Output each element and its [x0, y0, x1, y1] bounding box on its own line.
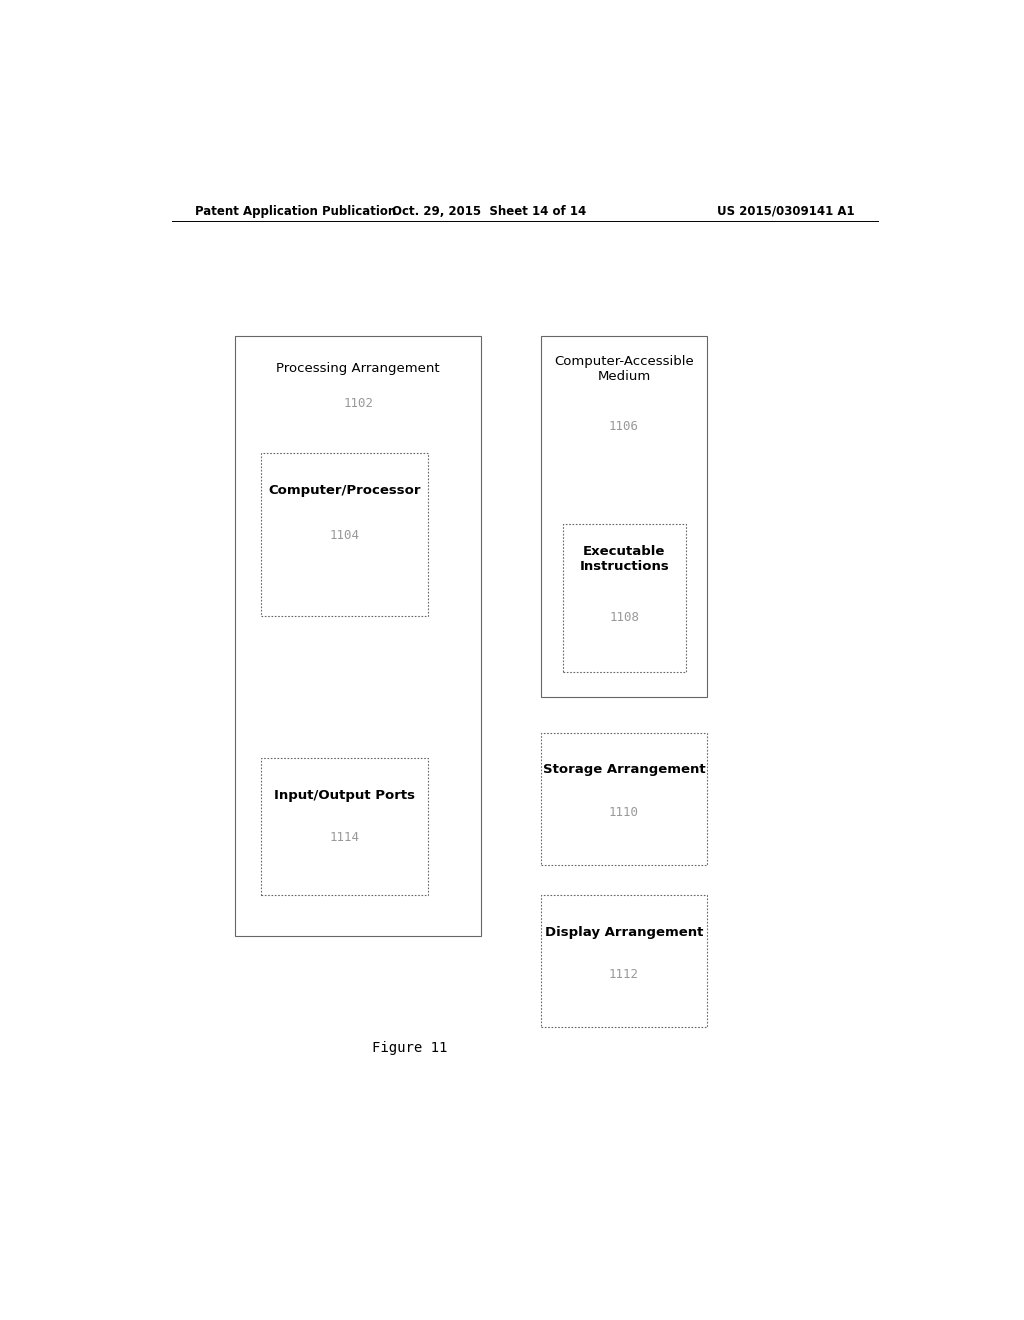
Text: 1102: 1102	[343, 397, 373, 411]
Text: Executable
Instructions: Executable Instructions	[580, 545, 670, 573]
FancyBboxPatch shape	[261, 453, 428, 616]
Text: Computer-Accessible
Medium: Computer-Accessible Medium	[554, 355, 694, 383]
Text: Patent Application Publication: Patent Application Publication	[196, 205, 396, 218]
Text: Figure 11: Figure 11	[372, 1040, 447, 1055]
Text: Processing Arrangement: Processing Arrangement	[276, 362, 440, 375]
Text: 1104: 1104	[330, 529, 359, 543]
Text: 1106: 1106	[609, 420, 639, 433]
Text: 1110: 1110	[609, 805, 639, 818]
FancyBboxPatch shape	[541, 337, 708, 697]
Text: Input/Output Ports: Input/Output Ports	[274, 788, 415, 801]
Text: Oct. 29, 2015  Sheet 14 of 14: Oct. 29, 2015 Sheet 14 of 14	[392, 205, 586, 218]
FancyBboxPatch shape	[541, 895, 708, 1027]
FancyBboxPatch shape	[563, 524, 686, 672]
Text: 1108: 1108	[609, 611, 639, 623]
FancyBboxPatch shape	[236, 337, 481, 936]
Text: Storage Arrangement: Storage Arrangement	[543, 763, 706, 776]
Text: Display Arrangement: Display Arrangement	[545, 925, 703, 939]
FancyBboxPatch shape	[261, 758, 428, 895]
Text: 1114: 1114	[330, 832, 359, 845]
Text: US 2015/0309141 A1: US 2015/0309141 A1	[717, 205, 854, 218]
Text: 1112: 1112	[609, 969, 639, 982]
FancyBboxPatch shape	[541, 733, 708, 865]
Text: Computer/Processor: Computer/Processor	[268, 483, 421, 496]
